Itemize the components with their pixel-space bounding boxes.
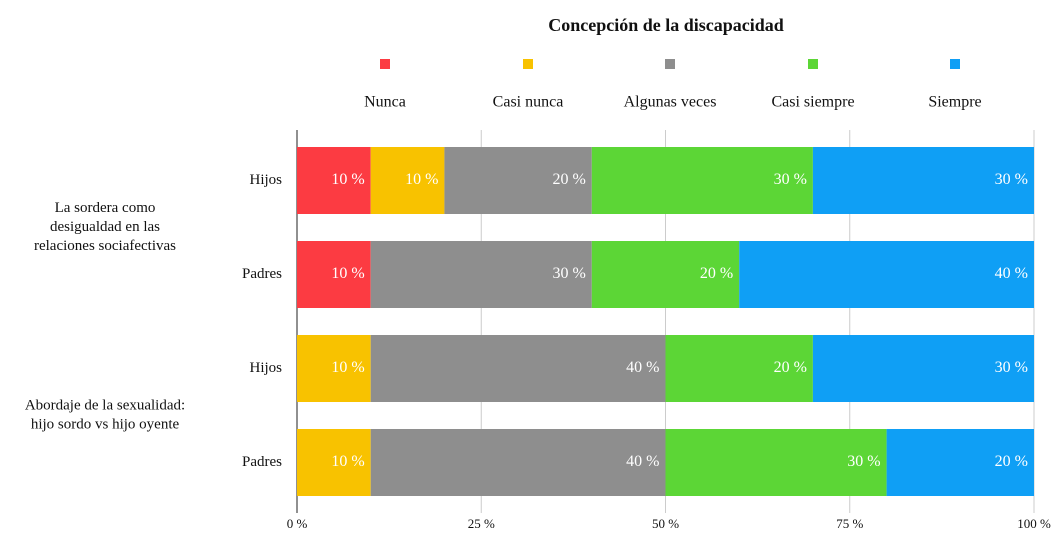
value-label: 10 % bbox=[331, 171, 364, 188]
legend-label: Nunca bbox=[364, 94, 406, 111]
bar-segment bbox=[370, 241, 592, 308]
bar-segment bbox=[812, 335, 1034, 402]
value-label: 40 % bbox=[626, 359, 659, 376]
bar-segment bbox=[370, 335, 666, 402]
group-label: desigualdad en las bbox=[50, 219, 160, 235]
y-tick-label: Hijos bbox=[249, 172, 282, 188]
x-tick-label: 0 % bbox=[287, 516, 308, 531]
group-label: Abordaje de la sexualidad: bbox=[25, 397, 185, 413]
y-tick-label: Hijos bbox=[249, 360, 282, 376]
legend-swatch bbox=[523, 59, 533, 69]
value-label: 30 % bbox=[995, 171, 1028, 188]
legend-swatch bbox=[950, 59, 960, 69]
bar-segment bbox=[665, 335, 813, 402]
legend-swatch bbox=[380, 59, 390, 69]
value-label: 20 % bbox=[995, 453, 1028, 470]
y-tick-label: Padres bbox=[242, 266, 282, 282]
value-label: 20 % bbox=[774, 359, 807, 376]
legend-swatch bbox=[665, 59, 675, 69]
value-label: 30 % bbox=[847, 453, 880, 470]
bar-segment bbox=[739, 241, 1034, 308]
bar-segment bbox=[812, 147, 1034, 214]
value-label: 10 % bbox=[331, 359, 364, 376]
x-tick-label: 75 % bbox=[836, 516, 863, 531]
bar-segment bbox=[591, 241, 740, 308]
value-label: 40 % bbox=[995, 265, 1028, 282]
value-label: 10 % bbox=[405, 171, 438, 188]
value-label: 30 % bbox=[774, 171, 807, 188]
value-label: 10 % bbox=[331, 453, 364, 470]
legend-label: Casi siempre bbox=[771, 94, 854, 111]
chart-title: Concepción de la discapacidad bbox=[548, 15, 784, 35]
bar-segment bbox=[297, 241, 371, 308]
value-label: 20 % bbox=[552, 171, 585, 188]
bar-segment bbox=[297, 335, 371, 402]
legend-label: Siempre bbox=[928, 94, 981, 111]
value-label: 10 % bbox=[331, 265, 364, 282]
x-tick-label: 25 % bbox=[468, 516, 495, 531]
x-tick-label: 100 % bbox=[1017, 516, 1051, 531]
x-tick-label: 50 % bbox=[652, 516, 679, 531]
bar-segment bbox=[665, 429, 887, 496]
value-label: 30 % bbox=[552, 265, 585, 282]
value-label: 40 % bbox=[626, 453, 659, 470]
legend-label: Algunas veces bbox=[624, 94, 717, 111]
value-label: 20 % bbox=[700, 265, 733, 282]
bar-segment bbox=[370, 429, 666, 496]
bar-segment bbox=[444, 147, 592, 214]
value-label: 30 % bbox=[995, 359, 1028, 376]
bar-segment bbox=[370, 147, 445, 214]
group-label: hijo sordo vs hijo oyente bbox=[31, 416, 180, 432]
y-tick-label: Padres bbox=[242, 454, 282, 470]
bar-segment bbox=[886, 429, 1034, 496]
bar-segment bbox=[297, 429, 371, 496]
legend-swatch bbox=[808, 59, 818, 69]
bar-segment bbox=[591, 147, 813, 214]
legend-label: Casi nunca bbox=[493, 94, 564, 111]
group-label: La sordera como bbox=[55, 200, 156, 216]
bar-segment bbox=[297, 147, 371, 214]
group-label: relaciones sociafectivas bbox=[34, 238, 176, 254]
